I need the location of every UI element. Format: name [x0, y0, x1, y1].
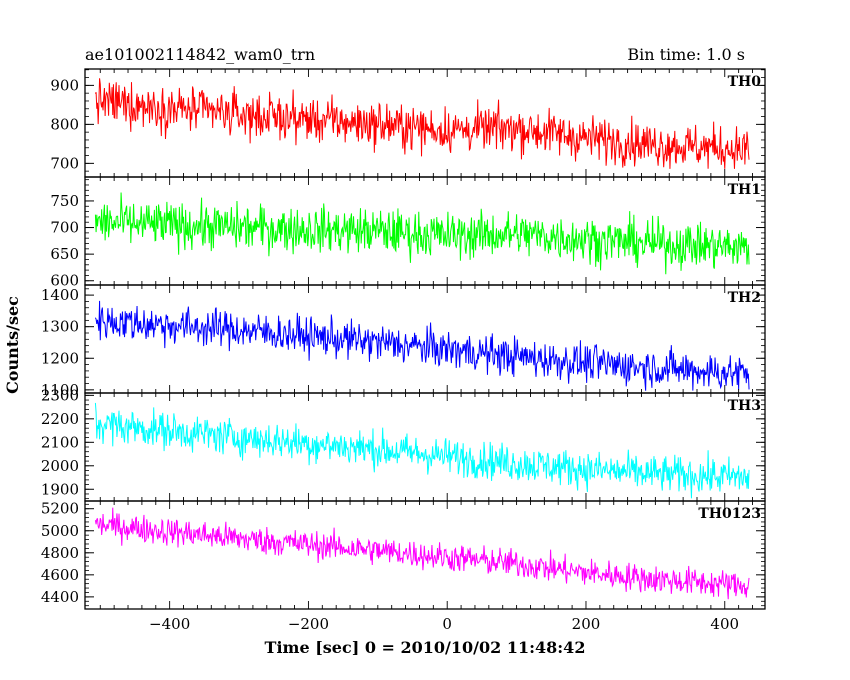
- y-tick-label: 900: [50, 76, 79, 94]
- series-th3: [94, 402, 750, 499]
- panel-frame: [84, 500, 766, 610]
- bin-time-label: Bin time: 1.0 s: [627, 45, 745, 64]
- panel-frame: [84, 392, 766, 502]
- panel-label-th0123: TH0123: [698, 506, 761, 522]
- y-tick-label: 5000: [41, 522, 79, 540]
- x-axis: −400 −200 0 200 400: [149, 615, 739, 633]
- panel-th3: 1900 2000 2100 2200 2300 TH3: [41, 386, 766, 502]
- x-tick-label: 400: [710, 615, 739, 633]
- y-tick-label: 2200: [41, 410, 79, 428]
- y-tick-label: 4400: [41, 588, 79, 606]
- panel-label-th2: TH2: [728, 290, 761, 306]
- y-tick-label: 1900: [41, 480, 79, 498]
- y-tick-label: 800: [50, 115, 79, 133]
- panel-label-th0: TH0: [728, 74, 762, 90]
- y-tick-label: 1400: [41, 286, 79, 304]
- y-tick-label: 2100: [41, 433, 79, 451]
- panel-th0123: 4400 4600 4800 5000 5200 TH0123: [41, 500, 766, 610]
- x-tick-label: −400: [149, 615, 190, 633]
- y-tick-label: 750: [50, 192, 79, 210]
- x-axis-label: Time [sec] 0 = 2010/10/02 11:48:42: [265, 638, 586, 657]
- series-th2: [94, 300, 750, 391]
- y-tick-label: 4800: [41, 544, 79, 562]
- y-tick-label: 700: [50, 154, 79, 172]
- panel-th2: 1100 1200 1300 1400 TH2: [41, 284, 766, 399]
- y-axis-label: Counts/sec: [3, 296, 22, 394]
- panel-label-th1: TH1: [728, 182, 761, 198]
- series-th1: [94, 192, 750, 275]
- x-tick-label: −200: [288, 615, 329, 633]
- y-tick-label: 600: [50, 272, 79, 290]
- series-th0123: [94, 507, 750, 600]
- panel-label-th3: TH3: [728, 398, 761, 414]
- y-tick-label: 1100: [41, 381, 79, 399]
- y-tick-label: 700: [50, 219, 79, 237]
- y-tick-label: 2000: [41, 457, 79, 475]
- y-tick-label: 2300: [41, 386, 79, 404]
- series-th0: [94, 78, 750, 169]
- panel-th0: 700 800 900 TH0: [50, 68, 766, 178]
- chart-title: ae101002114842_wam0_trn: [85, 45, 315, 64]
- y-tick-label: 650: [50, 245, 79, 263]
- y-tick-label: 1300: [41, 318, 79, 336]
- panel-th1: 600 650 700 750 TH1: [50, 176, 766, 290]
- x-tick-label: 0: [442, 615, 452, 633]
- y-tick-label: 5200: [41, 500, 79, 518]
- y-tick-label: 1200: [41, 349, 79, 367]
- x-tick-label: 200: [572, 615, 601, 633]
- y-tick-label: 4600: [41, 566, 79, 584]
